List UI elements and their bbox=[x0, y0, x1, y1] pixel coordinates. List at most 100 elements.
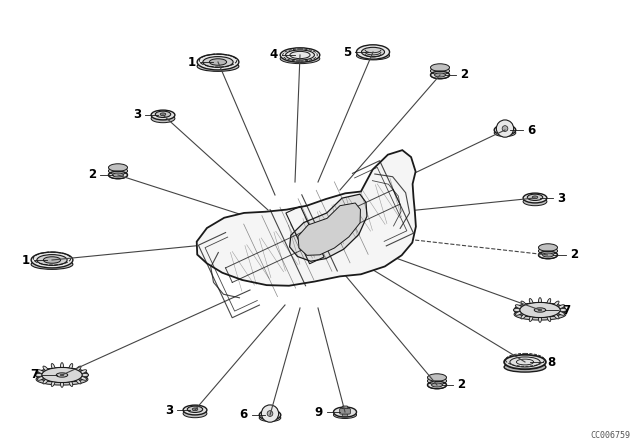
Ellipse shape bbox=[183, 405, 207, 415]
Ellipse shape bbox=[31, 252, 73, 268]
Ellipse shape bbox=[36, 374, 88, 385]
Ellipse shape bbox=[197, 54, 239, 70]
Ellipse shape bbox=[428, 381, 447, 389]
Ellipse shape bbox=[69, 380, 73, 387]
Ellipse shape bbox=[42, 367, 82, 383]
Text: 2: 2 bbox=[457, 379, 465, 392]
Ellipse shape bbox=[538, 251, 557, 259]
Ellipse shape bbox=[280, 48, 320, 62]
Ellipse shape bbox=[515, 305, 522, 309]
Text: CC006759: CC006759 bbox=[590, 431, 630, 440]
Ellipse shape bbox=[428, 374, 447, 381]
Ellipse shape bbox=[69, 363, 73, 370]
Text: 7: 7 bbox=[562, 303, 570, 316]
Ellipse shape bbox=[80, 376, 86, 380]
Ellipse shape bbox=[515, 311, 522, 315]
Ellipse shape bbox=[362, 47, 385, 57]
Ellipse shape bbox=[514, 303, 566, 317]
Polygon shape bbox=[298, 203, 360, 255]
Ellipse shape bbox=[197, 61, 239, 71]
Ellipse shape bbox=[51, 363, 55, 370]
Text: 3: 3 bbox=[133, 108, 141, 121]
Ellipse shape bbox=[520, 302, 560, 318]
Polygon shape bbox=[290, 194, 367, 261]
Ellipse shape bbox=[109, 171, 127, 179]
Text: 3: 3 bbox=[165, 404, 173, 417]
Ellipse shape bbox=[554, 314, 559, 319]
Ellipse shape bbox=[333, 411, 356, 418]
Ellipse shape bbox=[156, 111, 171, 117]
Ellipse shape bbox=[76, 379, 81, 384]
Ellipse shape bbox=[431, 71, 449, 79]
Text: 3: 3 bbox=[557, 191, 565, 204]
Ellipse shape bbox=[538, 315, 541, 323]
Ellipse shape bbox=[523, 197, 547, 206]
Ellipse shape bbox=[43, 379, 49, 384]
Ellipse shape bbox=[527, 194, 543, 200]
Ellipse shape bbox=[35, 374, 42, 376]
Ellipse shape bbox=[259, 414, 281, 422]
Ellipse shape bbox=[80, 370, 86, 374]
Ellipse shape bbox=[559, 309, 566, 311]
Ellipse shape bbox=[504, 355, 546, 369]
Ellipse shape bbox=[514, 309, 566, 320]
Ellipse shape bbox=[183, 409, 207, 418]
Ellipse shape bbox=[431, 64, 449, 71]
Ellipse shape bbox=[534, 308, 546, 312]
FancyBboxPatch shape bbox=[340, 409, 350, 414]
Ellipse shape bbox=[36, 368, 88, 382]
Ellipse shape bbox=[538, 297, 541, 305]
Text: 8: 8 bbox=[547, 356, 556, 369]
Ellipse shape bbox=[56, 373, 68, 377]
Ellipse shape bbox=[554, 301, 559, 306]
Text: 9: 9 bbox=[315, 405, 323, 418]
Ellipse shape bbox=[504, 362, 546, 372]
Ellipse shape bbox=[538, 247, 557, 254]
Ellipse shape bbox=[431, 383, 442, 387]
Ellipse shape bbox=[529, 314, 533, 322]
Circle shape bbox=[267, 411, 273, 417]
Ellipse shape bbox=[61, 380, 63, 388]
Ellipse shape bbox=[192, 408, 198, 411]
Text: 7: 7 bbox=[30, 369, 38, 382]
Ellipse shape bbox=[44, 257, 61, 263]
Ellipse shape bbox=[356, 51, 390, 60]
Ellipse shape bbox=[160, 113, 166, 116]
Ellipse shape bbox=[435, 73, 445, 77]
Ellipse shape bbox=[521, 314, 527, 319]
Ellipse shape bbox=[60, 374, 64, 376]
Text: 6: 6 bbox=[240, 409, 248, 422]
Ellipse shape bbox=[203, 56, 233, 67]
Ellipse shape bbox=[51, 380, 55, 387]
Ellipse shape bbox=[188, 406, 203, 413]
Text: 5: 5 bbox=[343, 46, 351, 59]
Text: 6: 6 bbox=[527, 124, 535, 137]
Ellipse shape bbox=[109, 167, 127, 175]
Ellipse shape bbox=[356, 45, 390, 59]
Ellipse shape bbox=[333, 407, 356, 417]
Text: 2: 2 bbox=[460, 69, 468, 82]
Ellipse shape bbox=[558, 305, 564, 309]
Polygon shape bbox=[196, 150, 416, 286]
Ellipse shape bbox=[543, 253, 554, 257]
Ellipse shape bbox=[547, 314, 551, 322]
Ellipse shape bbox=[280, 54, 320, 64]
Text: 2: 2 bbox=[88, 168, 96, 181]
Circle shape bbox=[497, 120, 514, 137]
Ellipse shape bbox=[532, 196, 538, 199]
Ellipse shape bbox=[538, 309, 542, 311]
Text: 1: 1 bbox=[188, 56, 196, 69]
Ellipse shape bbox=[521, 301, 527, 306]
Ellipse shape bbox=[259, 410, 281, 420]
Ellipse shape bbox=[513, 309, 520, 311]
Ellipse shape bbox=[113, 173, 124, 177]
Ellipse shape bbox=[43, 366, 49, 371]
Circle shape bbox=[502, 126, 508, 131]
Ellipse shape bbox=[494, 129, 516, 137]
Circle shape bbox=[261, 405, 278, 422]
Text: 4: 4 bbox=[269, 48, 278, 61]
Ellipse shape bbox=[151, 114, 175, 123]
Ellipse shape bbox=[81, 374, 88, 376]
Text: 2: 2 bbox=[570, 249, 578, 262]
Ellipse shape bbox=[529, 298, 533, 305]
